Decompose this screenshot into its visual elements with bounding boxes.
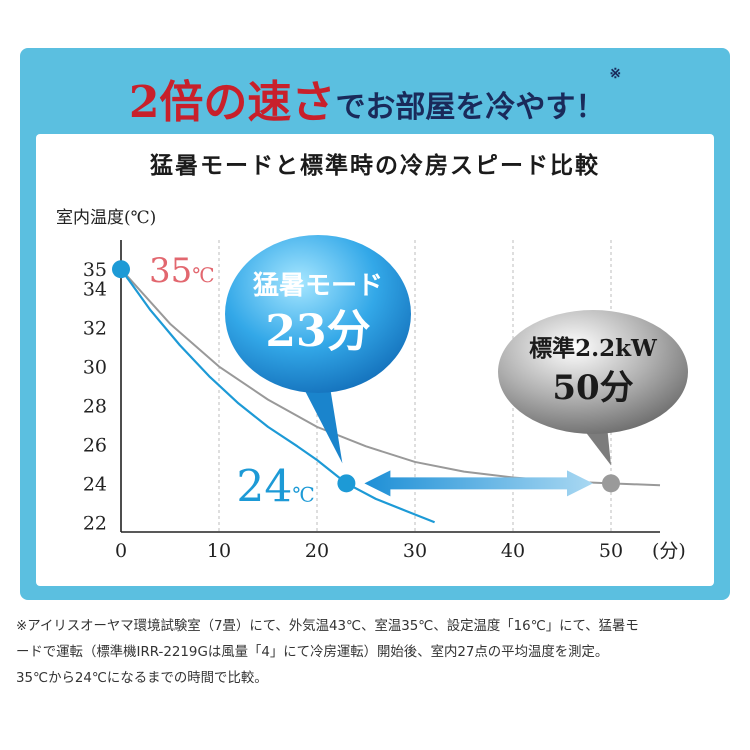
headline-footnote-mark: ※ — [609, 66, 622, 82]
fast-series-line — [120, 268, 436, 524]
y-tick-label: 26 — [83, 434, 107, 456]
fast-bubble — [225, 235, 411, 393]
headline: 2倍の速さでお部屋を冷やす！※ — [0, 66, 750, 130]
x-tick-label: 10 — [207, 540, 231, 562]
start-point — [112, 260, 130, 279]
footnote: ※アイリスオーヤマ環境試験室（7畳）にて、外気温43℃、室温35℃、設定温度「1… — [16, 614, 736, 692]
standard-bubble-title: 標準2.2kW — [529, 335, 658, 362]
standard-bubble-pointer — [581, 426, 611, 466]
x-tick-label: 40 — [501, 540, 525, 562]
start-temp-label: 35℃ — [149, 251, 215, 291]
x-tick-label: 30 — [403, 540, 427, 562]
headline-emphasis: 2倍の速さ — [128, 77, 336, 128]
end-temp-unit: ℃ — [292, 482, 314, 506]
x-tick-label: 0 — [115, 540, 127, 562]
fast-bubble-time: 23分 — [265, 306, 370, 357]
y-axis-label: 室内温度(℃) — [56, 208, 156, 228]
footnote-line: ードで運転（標準機IRR-2219Gは風量「4」にて冷房運転）開始後、室内27点… — [16, 645, 609, 660]
start-temp-unit: ℃ — [192, 263, 214, 287]
panel-title: 猛暑モードと標準時の冷房スピード比較 — [150, 152, 600, 179]
headline-rest: でお部屋を冷やす！ — [335, 90, 606, 125]
y-tick-label: 35 — [83, 259, 107, 281]
fast-end-point — [337, 474, 356, 493]
standard-end-point — [602, 474, 620, 493]
y-tick-label: 32 — [83, 318, 107, 340]
fast-bubble-title: 猛暑モード — [252, 271, 383, 301]
footnote-line: ※アイリスオーヤマ環境試験室（7畳）にて、外気温43℃、室温35℃、設定温度「1… — [16, 619, 639, 634]
y-tick-label: 24 — [83, 473, 107, 495]
x-axis-label: (分) — [652, 540, 686, 562]
end-temp-label: 24℃ — [236, 461, 314, 512]
end-temp-value: 24 — [236, 461, 292, 512]
y-tick-label: 30 — [83, 357, 107, 379]
y-tick-label: 22 — [83, 512, 107, 534]
x-tick-label: 50 — [599, 540, 623, 562]
comparison-double-arrow — [364, 470, 593, 497]
standard-bubble-time: 50分 — [552, 368, 633, 408]
standard-bubble — [498, 310, 688, 434]
footnote-line: 35℃から24℃になるまでの時間で比較。 — [16, 671, 268, 686]
start-temp-value: 35 — [149, 251, 192, 291]
fast-bubble-pointer — [302, 385, 343, 464]
y-tick-label: 34 — [83, 279, 107, 301]
x-tick-label: 20 — [305, 540, 329, 562]
y-tick-label: 28 — [83, 395, 107, 417]
